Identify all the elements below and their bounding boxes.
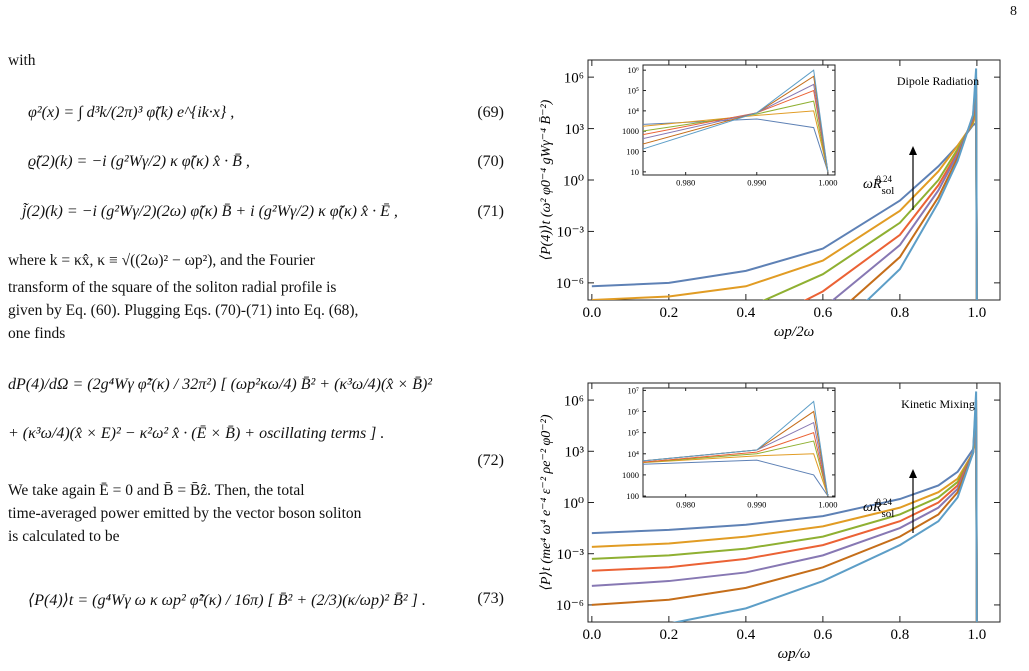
y-tick-label: 10⁴ — [628, 106, 640, 116]
x-tick-label: 1.0 — [968, 627, 987, 643]
y-tick-label: 10⁻³ — [557, 547, 585, 563]
arrow-label-main: ωR — [863, 500, 882, 515]
arrow-label: ωRsol0.24 — [863, 174, 894, 197]
x-tick-label: 0.0 — [582, 305, 601, 321]
x-tick-label: 0.6 — [814, 305, 833, 321]
arrow-label-sup: 0.24 — [876, 497, 892, 507]
annotation: Dipole Radiation — [897, 74, 979, 88]
text-line: time-averaged power emitted by the vecto… — [8, 505, 362, 522]
equation-number: (70) — [477, 153, 504, 170]
equation: ⟨P(4)⟩t = (g⁴Wγ ω κ ωp² φ̃²(κ) / 16π) [ … — [28, 592, 426, 609]
y-tick-label: 10³ — [565, 445, 585, 461]
series-line — [866, 68, 978, 300]
arrow-label: ωRsol0.24 — [863, 497, 894, 520]
x-axis-label: ωp/ω — [778, 646, 811, 662]
series-line — [643, 118, 829, 173]
arrow-label-sup: 0.24 — [876, 174, 892, 184]
y-tick-label: 10⁻⁶ — [556, 598, 584, 614]
y-axis-label: ⟨P(4)⟩t (ω² φ0⁻⁴ gWγ⁻⁴ B̄⁻²) — [539, 99, 554, 260]
y-tick-label: 10⁷ — [628, 385, 640, 395]
text-line: where k = κx̂, κ ≡ √((2ω)² − ωp²), and t… — [8, 252, 315, 269]
series-line — [643, 459, 829, 497]
y-tick-label: 1000 — [622, 126, 639, 136]
series-line — [643, 83, 829, 172]
x-tick-label: 1.000 — [818, 178, 837, 188]
text-line: one finds — [8, 325, 66, 342]
series-line — [643, 400, 829, 497]
y-tick-label: 10⁴ — [628, 449, 640, 459]
plot-frame — [642, 387, 836, 498]
series-line — [643, 100, 829, 172]
text-line: We take again Ē = 0 and B̄ = B̄ẑ. Then, … — [8, 482, 305, 499]
equation: j̃(2)(k) = −i (g²Wγ/2)(2ω) φ̃(κ) B̄ + i … — [22, 203, 398, 220]
series-line — [643, 440, 829, 497]
equation: + (κ³ω/4)(x̂ × E)² − κ²ω² x̂ · (Ē × B̄) … — [8, 425, 385, 442]
y-axis-label: ⟨P⟩t (me⁴ ω⁴ e⁻⁴ ε⁻² ρe⁻² φ0⁻²) — [539, 414, 554, 590]
equation-number: (73) — [477, 590, 504, 607]
equation: ϱ̃(2)(k) = −i (g²Wγ/2) κ φ̃(κ) x̂ · B̄ , — [28, 153, 250, 170]
y-tick-label: 10⁶ — [564, 393, 584, 409]
annotation: Kinetic Mixing — [901, 397, 975, 411]
x-tick-label: 0.2 — [659, 627, 678, 643]
text-line: transform of the square of the soliton r… — [8, 279, 337, 296]
series-line — [643, 110, 829, 172]
y-tick-label: 10⁶ — [628, 407, 640, 417]
equation-number: (71) — [477, 203, 504, 220]
page-number: 8 — [1010, 4, 1017, 19]
y-tick-label: 10⁰ — [563, 173, 584, 189]
y-tick-label: 10³ — [565, 122, 585, 138]
y-tick-label: 100 — [626, 491, 639, 501]
arrow-label-main: ωR — [863, 177, 882, 192]
y-tick-label: 10⁵ — [628, 85, 640, 95]
y-tick-label: 10 — [631, 167, 640, 177]
series-line — [643, 69, 829, 172]
x-tick-label: 0.980 — [676, 178, 695, 188]
x-tick-label: 0.2 — [659, 305, 678, 321]
y-tick-label: 10⁻⁶ — [556, 276, 584, 292]
x-tick-label: 0.990 — [747, 178, 766, 188]
x-tick-label: 0.0 — [582, 627, 601, 643]
equation-number: (72) — [477, 452, 504, 469]
x-tick-label: 0.4 — [736, 627, 755, 643]
y-tick-label: 100 — [626, 146, 639, 156]
y-tick-label: 10⁰ — [563, 496, 584, 512]
x-tick-label: 0.990 — [747, 500, 766, 510]
x-tick-label: 0.8 — [891, 305, 910, 321]
x-tick-label: 0.4 — [736, 305, 755, 321]
x-axis-label: ωp/2ω — [774, 324, 814, 340]
series-line — [591, 121, 978, 300]
arrow-head — [909, 146, 917, 155]
equation: dP(4)/dΩ = (2g⁴Wγ φ̃²(κ) / 32π²) [ (ωp²κ… — [8, 376, 433, 393]
series-line — [672, 391, 978, 622]
y-tick-label: 1000 — [622, 470, 639, 480]
y-tick-label: 10⁶ — [564, 70, 584, 86]
text-line: is calculated to be — [8, 528, 120, 545]
arrow-head — [909, 469, 917, 478]
text-line: with — [8, 52, 36, 69]
equation-number: (69) — [477, 104, 504, 121]
x-tick-label: 0.8 — [891, 627, 910, 643]
x-tick-label: 0.6 — [814, 627, 833, 643]
equation: φ²(x) = ∫ d³k/(2π)³ φ̃(k) e^{ik·x} , — [28, 104, 235, 121]
series-line — [643, 432, 829, 497]
y-tick-label: 10⁻³ — [557, 225, 585, 241]
y-tick-label: 10⁶ — [628, 65, 640, 75]
x-tick-label: 1.000 — [818, 500, 837, 510]
text-line: given by Eq. (60). Plugging Eqs. (70)-(7… — [8, 302, 359, 319]
series-line — [643, 453, 829, 497]
arrow-label-sub: sol — [881, 185, 894, 197]
y-tick-label: 10⁵ — [628, 428, 640, 438]
x-tick-label: 1.0 — [968, 305, 987, 321]
arrow-label-sub: sol — [881, 508, 894, 520]
x-tick-label: 0.980 — [676, 500, 695, 510]
